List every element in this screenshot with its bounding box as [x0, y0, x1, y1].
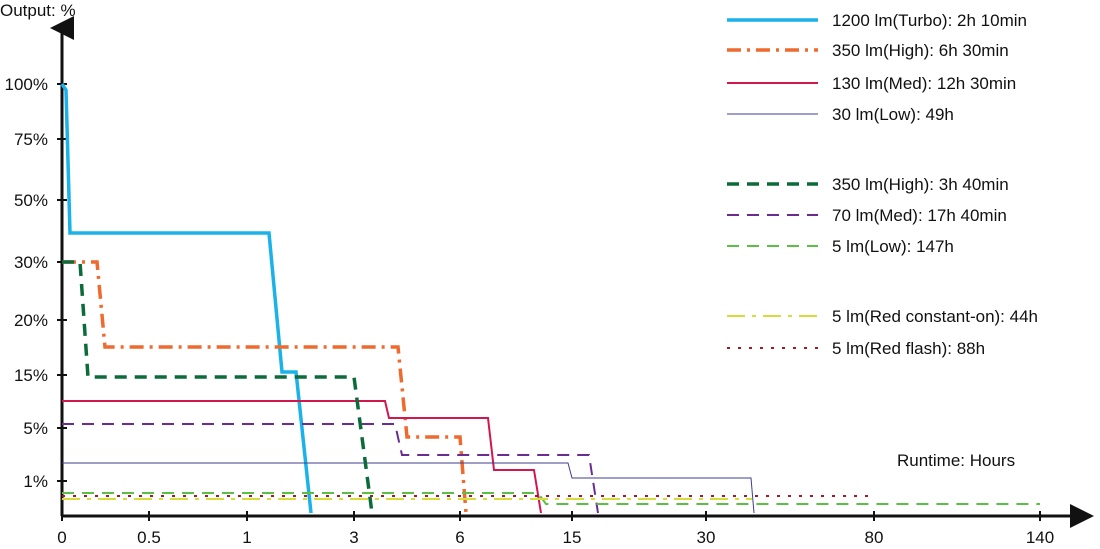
legend-label: 350 lm(High): 3h 40min — [832, 175, 1009, 194]
y-tick-label: 5% — [23, 419, 48, 438]
y-tick-label: 30% — [14, 253, 48, 272]
x-tick-label: 6 — [455, 528, 464, 547]
legend-label: 70 lm(Med): 17h 40min — [832, 206, 1007, 225]
x-tick-label: 1 — [242, 528, 251, 547]
x-axis-title: Runtime: Hours — [897, 451, 1015, 470]
x-tick-label: 0.5 — [137, 528, 161, 547]
x-tick-label: 140 — [1026, 528, 1054, 547]
x-tick-label: 30 — [697, 528, 716, 547]
x-tick-label: 80 — [865, 528, 884, 547]
legend-label: 5 lm(Red flash): 88h — [832, 339, 985, 358]
x-ticks: 0 0.5 1 3 6 15 30 80 140 — [57, 511, 1054, 547]
y-tick-label: 15% — [14, 366, 48, 385]
series-line — [62, 260, 468, 514]
series-line — [60, 83, 313, 514]
y-tick-label: 100% — [5, 75, 48, 94]
y-tick-label: 50% — [14, 191, 48, 210]
y-ticks: 100% 75% 50% 30% 20% 15% 5% 1% — [5, 75, 67, 491]
y-axis-title: Output: % — [0, 1, 76, 20]
legend-label: 30 lm(Low): 49h — [832, 105, 954, 124]
x-tick-label: 3 — [349, 528, 358, 547]
legend-label: 350 lm(High): 6h 30min — [832, 41, 1009, 60]
legend-label: 5 lm(Red constant-on): 44h — [832, 307, 1038, 326]
x-tick-label: 15 — [563, 528, 582, 547]
series-lines — [60, 83, 1040, 514]
legend-label: 5 lm(Low): 147h — [832, 237, 954, 256]
series-line — [62, 260, 374, 514]
series-line — [62, 462, 755, 514]
axes: Output: % Runtime: Hours — [0, 1, 1094, 528]
y-tick-label: 1% — [23, 472, 48, 491]
legend-label: 130 lm(Med): 12h 30min — [832, 74, 1016, 93]
y-tick-label: 20% — [14, 311, 48, 330]
legend: 1200 lm(Turbo): 2h 10min 350 lm(High): 6h… — [727, 11, 1038, 358]
series-line — [62, 423, 599, 514]
x-tick-label: 0 — [57, 528, 66, 547]
legend-label: 1200 lm(Turbo): 2h 10min — [832, 11, 1027, 30]
series-line — [62, 400, 542, 514]
y-tick-label: 75% — [14, 130, 48, 149]
